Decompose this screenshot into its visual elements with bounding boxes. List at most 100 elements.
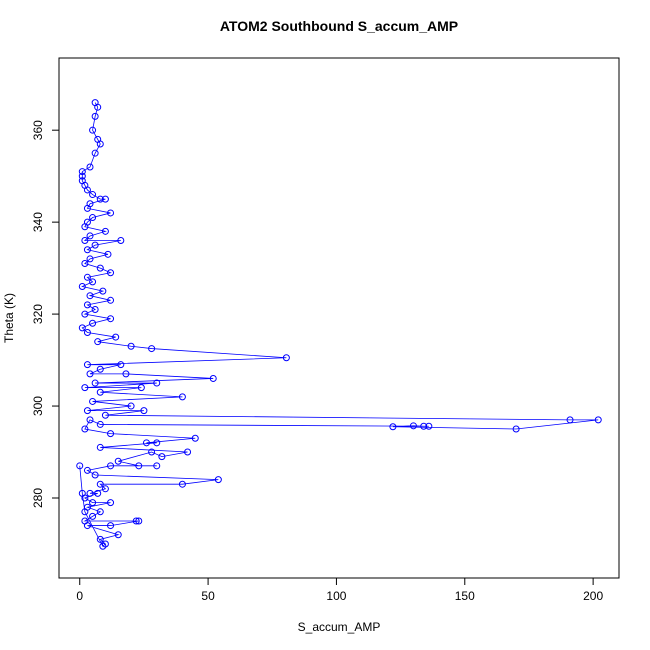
data-point: [91, 379, 99, 387]
data-point: [86, 232, 94, 240]
data-point: [91, 305, 99, 313]
data-point: [148, 448, 156, 456]
data-point: [94, 103, 102, 111]
data-point: [425, 422, 433, 430]
data-point: [81, 508, 89, 516]
data-point: [96, 420, 104, 428]
data-point: [420, 422, 428, 430]
data-point: [96, 140, 104, 148]
x-tick-label: 50: [201, 589, 215, 603]
data-point: [78, 168, 86, 176]
data-point: [99, 287, 107, 295]
data-point: [89, 126, 97, 134]
data-point: [81, 223, 89, 231]
data-point: [89, 214, 97, 222]
data-point: [135, 462, 143, 470]
data-point: [96, 480, 104, 488]
data-point: [78, 283, 86, 291]
y-axis-label: Theta (K): [2, 293, 16, 343]
data-point: [140, 407, 148, 415]
data-point: [117, 237, 125, 245]
data-point: [389, 423, 397, 431]
data-point: [135, 517, 143, 525]
data-point: [78, 324, 86, 332]
data-point: [114, 457, 122, 465]
y-tick-label: 280: [31, 488, 45, 508]
data-point: [107, 430, 115, 438]
data-point: [83, 301, 91, 309]
data-point: [99, 542, 107, 550]
data-point: [81, 384, 89, 392]
data-point: [89, 319, 97, 327]
data-point: [178, 393, 186, 401]
data-point: [81, 237, 89, 245]
data-point: [107, 209, 115, 217]
data-point: [83, 273, 91, 281]
data-point: [96, 195, 104, 203]
data-point: [409, 422, 417, 430]
data-point: [101, 195, 109, 203]
data-point: [76, 462, 84, 470]
data-point: [91, 112, 99, 120]
data-point: [142, 439, 150, 447]
data-point: [91, 471, 99, 479]
data-point: [191, 434, 199, 442]
data-point: [112, 333, 120, 341]
x-axis-label: S_accum_AMP: [298, 620, 381, 634]
data-point: [117, 361, 125, 369]
y-tick-label: 340: [31, 212, 45, 232]
data-point: [83, 466, 91, 474]
data-point: [153, 439, 161, 447]
data-point: [86, 255, 94, 263]
plot-frame: [58, 57, 620, 579]
data-point: [184, 448, 192, 456]
data-point: [101, 411, 109, 419]
data-point: [86, 292, 94, 300]
y-tick-label: 300: [31, 396, 45, 416]
data-point: [89, 512, 97, 520]
data-point: [101, 227, 109, 235]
data-point: [81, 310, 89, 318]
data-point: [101, 485, 109, 493]
data-point: [214, 476, 222, 484]
data-point: [137, 384, 145, 392]
data-point: [94, 489, 102, 497]
data-point: [122, 370, 130, 378]
data-point: [209, 374, 217, 382]
data-point: [132, 517, 140, 525]
data-point: [107, 315, 115, 323]
data-point: [566, 416, 574, 424]
data-point: [81, 260, 89, 268]
data-point: [83, 407, 91, 415]
data-point: [127, 342, 135, 350]
data-point: [107, 522, 115, 530]
x-tick-label: 200: [583, 589, 603, 603]
data-point: [94, 338, 102, 346]
data-point: [127, 402, 135, 410]
data-point: [282, 354, 290, 362]
data-point: [148, 345, 156, 353]
data-point: [104, 250, 112, 258]
data-point: [83, 361, 91, 369]
x-tick-label: 0: [76, 589, 83, 603]
y-tick-label: 360: [31, 120, 45, 140]
data-point: [158, 453, 166, 461]
data-point: [89, 397, 97, 405]
data-point: [96, 388, 104, 396]
data-point: [153, 379, 161, 387]
data-point: [107, 296, 115, 304]
data-point: [512, 425, 520, 433]
data-point: [153, 462, 161, 470]
data-point: [86, 163, 94, 171]
data-point: [86, 489, 94, 497]
data-point: [78, 489, 86, 497]
data-point: [107, 499, 115, 507]
x-tick-label: 100: [326, 589, 346, 603]
chart-title: ATOM2 Southbound S_accum_AMP: [220, 18, 458, 34]
data-point: [96, 508, 104, 516]
data-point: [96, 535, 104, 543]
data-point: [107, 269, 115, 277]
data-point: [594, 416, 602, 424]
